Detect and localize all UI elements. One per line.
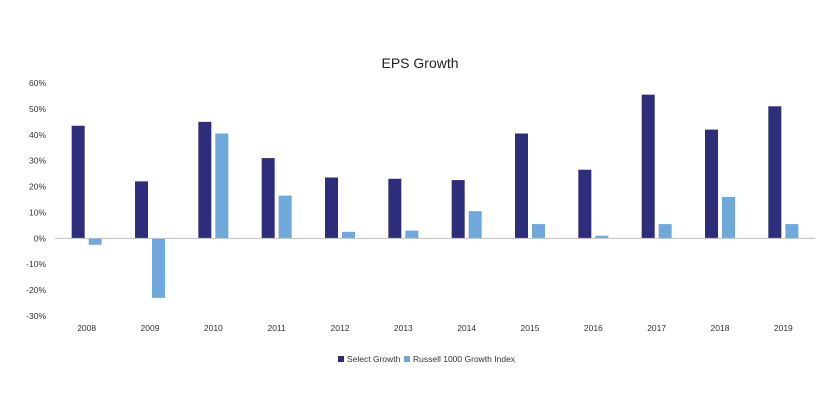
x-tick-label: 2019 xyxy=(774,323,793,333)
y-tick-label: 10% xyxy=(29,207,46,217)
x-axis: 2008 2009 2010 2011 2012 2013 2014 2015 2016 2017… xyxy=(77,323,793,333)
bar-select-growth-2010 xyxy=(198,121,212,239)
bar-russell-1000-growth-2011 xyxy=(278,195,292,239)
bar-russell-1000-growth-2008 xyxy=(88,238,102,245)
bar-russell-1000-growth-2013 xyxy=(405,230,419,239)
bar-russell-1000-growth-2018 xyxy=(722,196,735,239)
bar-select-growth-2013 xyxy=(388,178,402,239)
legend-label-select-growth: Select Growth xyxy=(347,354,401,364)
legend: Select Growth Russell 1000 Growth Index xyxy=(338,354,516,364)
bar-russell-1000-growth-2012 xyxy=(342,231,355,239)
legend-label-russell-1000-growth: Russell 1000 Growth Index xyxy=(413,354,516,364)
y-tick-label: 40% xyxy=(29,130,46,140)
y-tick-label: 60% xyxy=(29,78,46,88)
y-tick-label: -10% xyxy=(26,259,46,269)
y-tick-label: 30% xyxy=(29,156,46,166)
bar-select-growth-2011 xyxy=(261,158,275,239)
bar-select-growth-2015 xyxy=(515,133,528,239)
x-tick-label: 2015 xyxy=(521,323,540,333)
bar-select-growth-2012 xyxy=(325,177,338,239)
y-tick-label: -20% xyxy=(26,285,46,295)
bar-russell-1000-growth-2009 xyxy=(152,238,165,298)
x-tick-label: 2008 xyxy=(77,323,96,333)
x-tick-label: 2013 xyxy=(394,323,413,333)
y-tick-label: 0% xyxy=(34,233,47,243)
bar-select-growth-2016 xyxy=(578,169,592,239)
y-tick-label: 20% xyxy=(29,182,46,192)
bar-select-growth-2017 xyxy=(641,94,655,239)
x-tick-label: 2010 xyxy=(204,323,223,333)
legend-swatch-select-growth xyxy=(338,356,344,362)
bars xyxy=(71,94,799,298)
bar-russell-1000-growth-2014 xyxy=(468,211,482,239)
x-tick-label: 2012 xyxy=(331,323,350,333)
chart-title: EPS Growth xyxy=(381,55,458,71)
bar-russell-1000-growth-2015 xyxy=(532,224,545,239)
x-tick-label: 2014 xyxy=(457,323,476,333)
y-axis: 60% 50% 40% 30% 20% 10% 0% -10% -20% -30% xyxy=(26,78,46,321)
bar-select-growth-2019 xyxy=(768,106,782,239)
x-tick-label: 2017 xyxy=(647,323,666,333)
legend-swatch-russell-1000-growth xyxy=(404,356,410,362)
bar-russell-1000-growth-2019 xyxy=(785,224,799,239)
x-tick-label: 2018 xyxy=(711,323,730,333)
x-tick-label: 2011 xyxy=(268,323,287,333)
bar-select-growth-2014 xyxy=(451,180,465,239)
bar-select-growth-2009 xyxy=(135,181,148,239)
bar-select-growth-2008 xyxy=(71,125,85,239)
bar-russell-1000-growth-2010 xyxy=(215,133,229,239)
bar-select-growth-2018 xyxy=(705,129,718,239)
bar-russell-1000-growth-2017 xyxy=(658,224,672,239)
bar-russell-1000-growth-2016 xyxy=(595,235,609,239)
y-tick-label: -30% xyxy=(26,311,46,321)
y-tick-label: 50% xyxy=(29,104,46,114)
x-tick-label: 2009 xyxy=(141,323,160,333)
x-tick-label: 2016 xyxy=(584,323,603,333)
